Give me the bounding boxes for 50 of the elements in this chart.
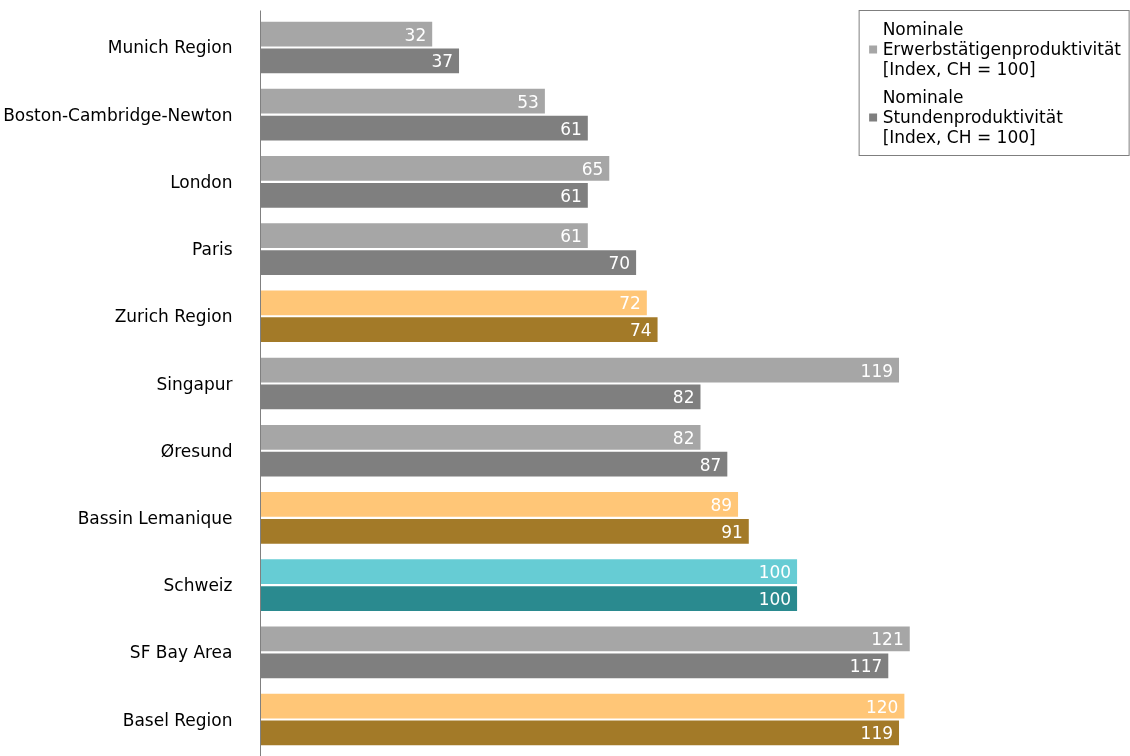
bar: [260, 156, 610, 181]
y-tick-label: Zurich Region: [114, 306, 233, 327]
data-label: 119: [860, 360, 894, 381]
data-label: 37: [431, 51, 454, 72]
data-label: 61: [560, 185, 582, 206]
bar: [260, 424, 701, 450]
bar: [260, 357, 900, 383]
data-label: 74: [629, 320, 652, 341]
bar: [260, 518, 749, 544]
y-tick-label: Bassin Lemanique: [77, 507, 233, 528]
data-label: 70: [608, 253, 631, 274]
data-label: 119: [860, 723, 894, 744]
y-tick-label: Paris: [192, 239, 233, 260]
data-label: 100: [758, 562, 792, 583]
y-tick-label: Munich Region: [107, 37, 233, 58]
y-tick-label: Øresund: [160, 440, 233, 461]
data-label: 65: [581, 158, 604, 179]
y-tick-label: Basel Region: [122, 709, 233, 730]
data-label: 61: [560, 118, 582, 139]
data-label: 120: [865, 696, 899, 717]
legend-label: Nominale Stundenproduktivität [Index, CH = 100]: [882, 87, 1063, 147]
data-label: 121: [871, 629, 904, 650]
bar: [260, 223, 588, 249]
bar: [260, 21, 433, 47]
data-label: 82: [672, 387, 695, 408]
bar: [260, 290, 647, 316]
y-tick-label: Boston-Cambridge-Newton: [3, 104, 233, 125]
bar: [260, 317, 658, 343]
data-label: 61: [560, 226, 582, 247]
data-label: 89: [710, 494, 733, 515]
bar: [260, 88, 545, 114]
bar: [260, 492, 739, 517]
legend-label: Nominale Erwerbstätigenproduktivität [Index, CH = 100]: [882, 19, 1121, 79]
bar: [260, 626, 910, 652]
data-label: 91: [721, 521, 743, 542]
bar: [260, 720, 900, 746]
data-label: 32: [404, 24, 427, 45]
data-label: 72: [619, 293, 641, 314]
y-tick-label: London: [170, 171, 233, 192]
data-label: 117: [849, 656, 883, 677]
bar: [260, 586, 798, 611]
data-label: 87: [699, 454, 722, 475]
bar: [260, 693, 905, 719]
y-tick-label: SF Bay Area: [129, 642, 233, 663]
y-tick-label: Singapur: [156, 373, 233, 394]
data-label: 82: [672, 427, 695, 448]
y-tick-label: Schweiz: [163, 575, 233, 596]
bar: [260, 559, 798, 585]
data-label: 53: [517, 91, 539, 112]
data-label: 100: [758, 589, 792, 610]
